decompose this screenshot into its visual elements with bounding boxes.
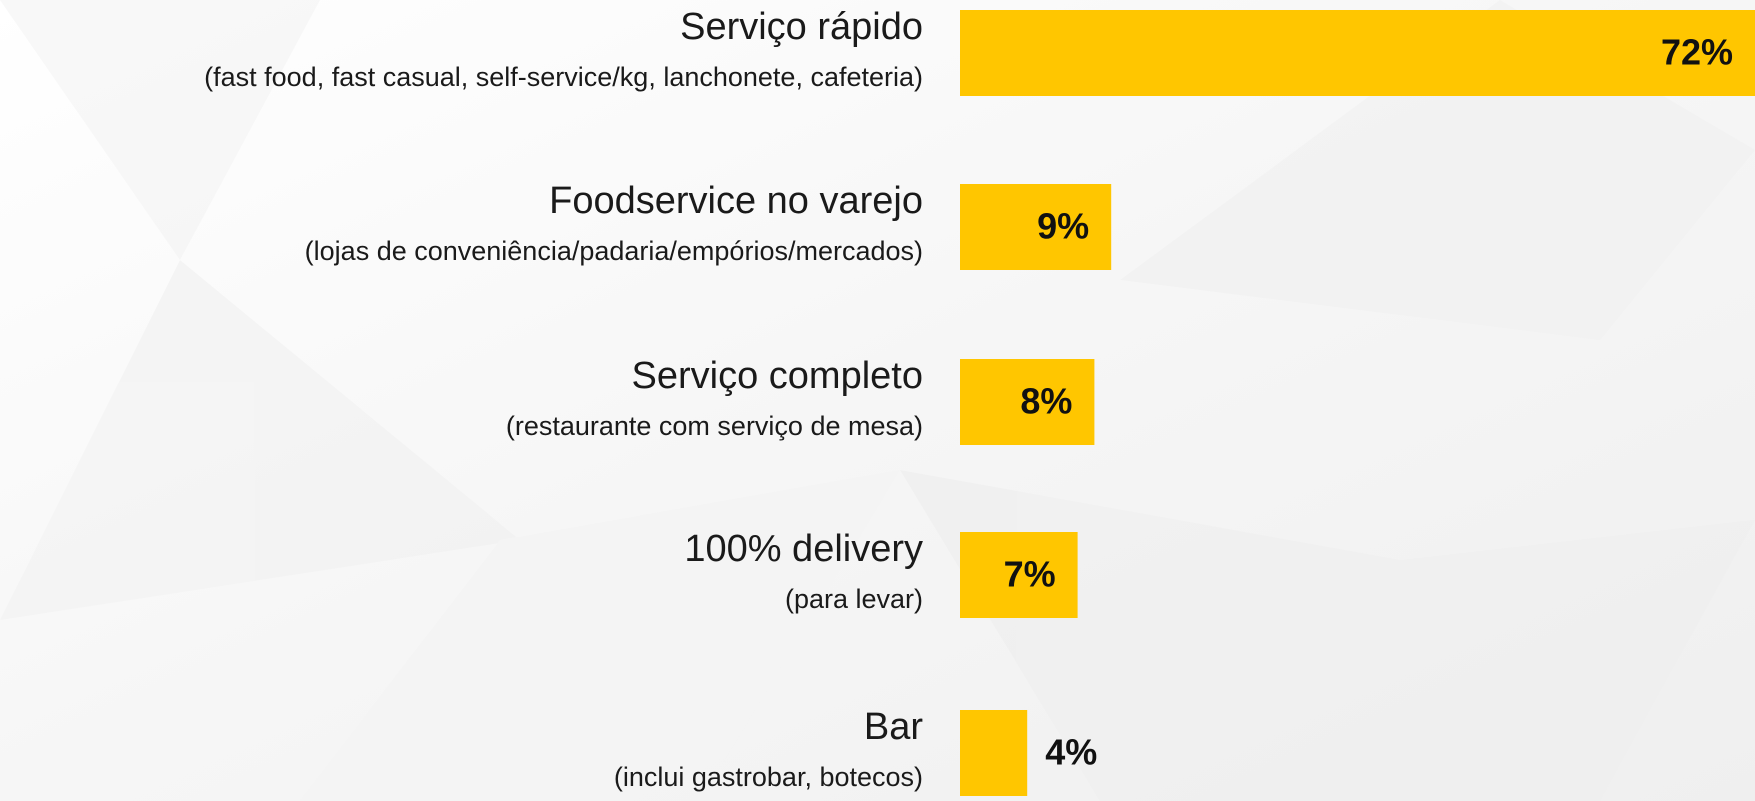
- category-note: (lojas de conveniência/padaria/empórios/…: [305, 236, 923, 266]
- category-label: 100% delivery: [684, 528, 923, 570]
- value-label: 4%: [1045, 732, 1097, 773]
- category-note: (inclui gastrobar, botecos): [614, 762, 923, 792]
- bar: [960, 710, 1028, 796]
- bar: [960, 532, 1078, 618]
- category-note: (para levar): [785, 584, 923, 614]
- category-note: (fast food, fast casual, self-service/kg…: [204, 62, 923, 92]
- bar: [960, 10, 1755, 96]
- category-label: Bar: [864, 706, 923, 748]
- bar: [960, 359, 1095, 445]
- bars: [960, 10, 1755, 796]
- category-label: Serviço rápido: [680, 6, 923, 48]
- value-label: 8%: [1020, 381, 1072, 422]
- category-label: Foodservice no varejo: [549, 180, 923, 222]
- value-label: 7%: [1004, 554, 1056, 595]
- value-label: 72%: [1661, 32, 1733, 73]
- category-label: Serviço completo: [632, 355, 923, 397]
- bar: [960, 184, 1112, 270]
- category-note: (restaurante com serviço de mesa): [506, 411, 923, 441]
- value-label: 9%: [1037, 206, 1089, 247]
